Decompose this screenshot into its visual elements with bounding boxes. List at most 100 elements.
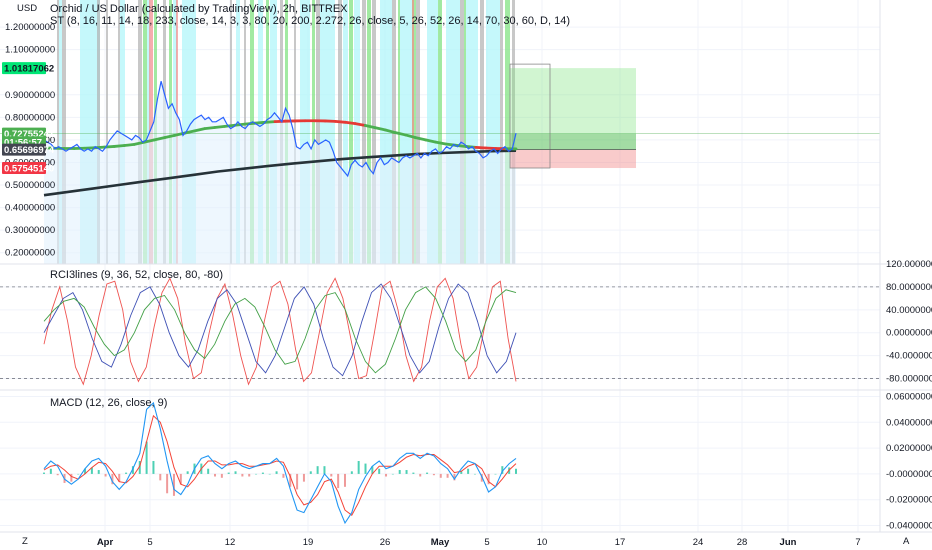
- zone-gray: [316, 0, 320, 264]
- zone-cyan: [300, 0, 310, 264]
- indicator-tick-label: -0.00000000: [886, 469, 932, 480]
- ema-segment: [112, 144, 126, 148]
- zone-cyan: [427, 0, 438, 264]
- zone-green: [312, 0, 315, 264]
- macd-histogram-bar: [241, 473, 244, 477]
- ema-segment: [253, 120, 267, 125]
- position-frame: [509, 63, 551, 169]
- zone-cyan: [147, 0, 150, 264]
- macd-histogram-bar: [166, 473, 169, 494]
- price-pane[interactable]: [0, 0, 880, 264]
- zone-gray: [106, 0, 108, 264]
- price-tick-label: 0.40000000: [5, 203, 55, 214]
- macd-histogram-bar: [309, 471, 312, 474]
- macd-histogram-bar: [227, 472, 230, 474]
- macd-histogram-bar: [214, 473, 217, 477]
- macd-histogram-bar: [234, 471, 237, 474]
- ema-segment: [454, 143, 468, 148]
- macd-histogram-bar: [515, 468, 517, 474]
- price-tag: [2, 62, 46, 75]
- indicator-tick-label: 80.00000000: [886, 282, 932, 293]
- indicator-tick-label: 0.04000000: [886, 417, 932, 428]
- indicator-tick-label: 0.02000000: [886, 443, 932, 454]
- macd-histogram-bar: [350, 471, 353, 474]
- chart-title[interactable]: Orchid / US Dollar (calculated by Tradin…: [50, 3, 348, 15]
- macd-histogram-bar: [207, 468, 210, 474]
- indicator-tick-label: 40.00000000: [886, 305, 932, 316]
- ema-segment: [434, 140, 448, 146]
- time-tick-label: 17: [615, 537, 626, 548]
- ema-segment: [424, 138, 438, 144]
- macd-histogram-bar: [460, 471, 463, 474]
- ema-segment: [122, 143, 136, 147]
- zone-green: [349, 0, 353, 264]
- time-tick-label: Jun: [780, 537, 797, 548]
- zone-gray: [460, 0, 464, 264]
- macd-histogram-bar: [412, 472, 415, 474]
- auto-scale-button[interactable]: A: [903, 536, 910, 547]
- indicator-tick-label: -40.00000000: [886, 351, 932, 362]
- rci-line-middle: [43, 283, 517, 377]
- macd-histogram-bar: [172, 473, 175, 496]
- zone-gray: [512, 0, 515, 264]
- currency-label: USD: [17, 3, 37, 14]
- macd-histogram-bar: [453, 473, 456, 481]
- macd-histogram-bar: [378, 468, 381, 474]
- long-ma-line: [43, 149, 517, 197]
- rci-pane[interactable]: [0, 277, 880, 386]
- macd-histogram-bar: [391, 473, 394, 475]
- zone-gray: [338, 0, 342, 264]
- macd-histogram-bar: [125, 472, 128, 474]
- target-zone: [510, 68, 636, 150]
- macd-histogram-bar: [56, 473, 59, 476]
- zone-red: [412, 0, 414, 264]
- time-tick-label: 28: [737, 537, 748, 548]
- macd-histogram-bar: [70, 473, 73, 482]
- macd-histogram-bar: [337, 473, 340, 489]
- macd-histogram-bar: [405, 470, 408, 474]
- rci-legend[interactable]: RCI3lines (9, 36, 52, close, 80, -80): [50, 269, 223, 281]
- time-tick-label: 5: [147, 537, 152, 548]
- macd-histogram-bar: [371, 466, 374, 474]
- time-scale[interactable]: Apr 5 12 19 26 May 5 10 17 24 28 Jun 7: [97, 537, 861, 548]
- zone-green: [464, 0, 466, 264]
- price-tick-label: 0.30000000: [5, 225, 55, 236]
- macd-histogram-bar: [186, 471, 189, 474]
- macd-pane[interactable]: [43, 401, 517, 525]
- ema-segment: [353, 122, 367, 127]
- price-tick-label: 0.80000000: [5, 112, 55, 123]
- ema-segment: [414, 136, 428, 142]
- goto-date-button[interactable]: Z: [22, 536, 28, 547]
- ema-segment: [404, 133, 417, 140]
- rci-levels: [0, 286, 880, 379]
- price-tag-label: 01:56:57: [4, 138, 42, 149]
- macd-histogram-bar: [118, 473, 121, 482]
- macd-histogram-bar: [446, 473, 449, 478]
- macd-histogram-bar: [152, 461, 155, 474]
- macd-histogram-bar: [302, 473, 305, 482]
- price-area: [44, 81, 516, 264]
- open-profit-zone: [510, 133, 636, 150]
- ema-segment: [223, 123, 237, 128]
- macd-histogram-bar: [501, 466, 504, 474]
- price-tick-label: 0.20000000: [5, 248, 55, 259]
- macd-lines: [43, 401, 517, 525]
- macd-legend[interactable]: MACD (12, 26, close, 9): [50, 397, 167, 409]
- macd-histogram-bar: [364, 463, 367, 474]
- zone-gray: [294, 0, 296, 264]
- price-tick-label: 0.90000000: [5, 90, 55, 101]
- ema-segment: [153, 136, 166, 142]
- indicator-legend-st[interactable]: ST (8, 16, 11, 14, 18, 233, close, 14, 3…: [50, 15, 570, 27]
- trend-ema: [42, 119, 518, 151]
- zone-green: [398, 0, 400, 264]
- macd-histogram-bar: [398, 470, 401, 474]
- time-tick-label: 5: [484, 537, 489, 548]
- long-position-tool[interactable]: [0, 63, 880, 169]
- macd-histogram-bar: [432, 473, 435, 476]
- ema-segment: [193, 127, 207, 133]
- zone-gray: [62, 0, 66, 264]
- price-tag: [2, 143, 46, 156]
- rci-line-short: [43, 277, 517, 386]
- ema-segment: [203, 126, 217, 131]
